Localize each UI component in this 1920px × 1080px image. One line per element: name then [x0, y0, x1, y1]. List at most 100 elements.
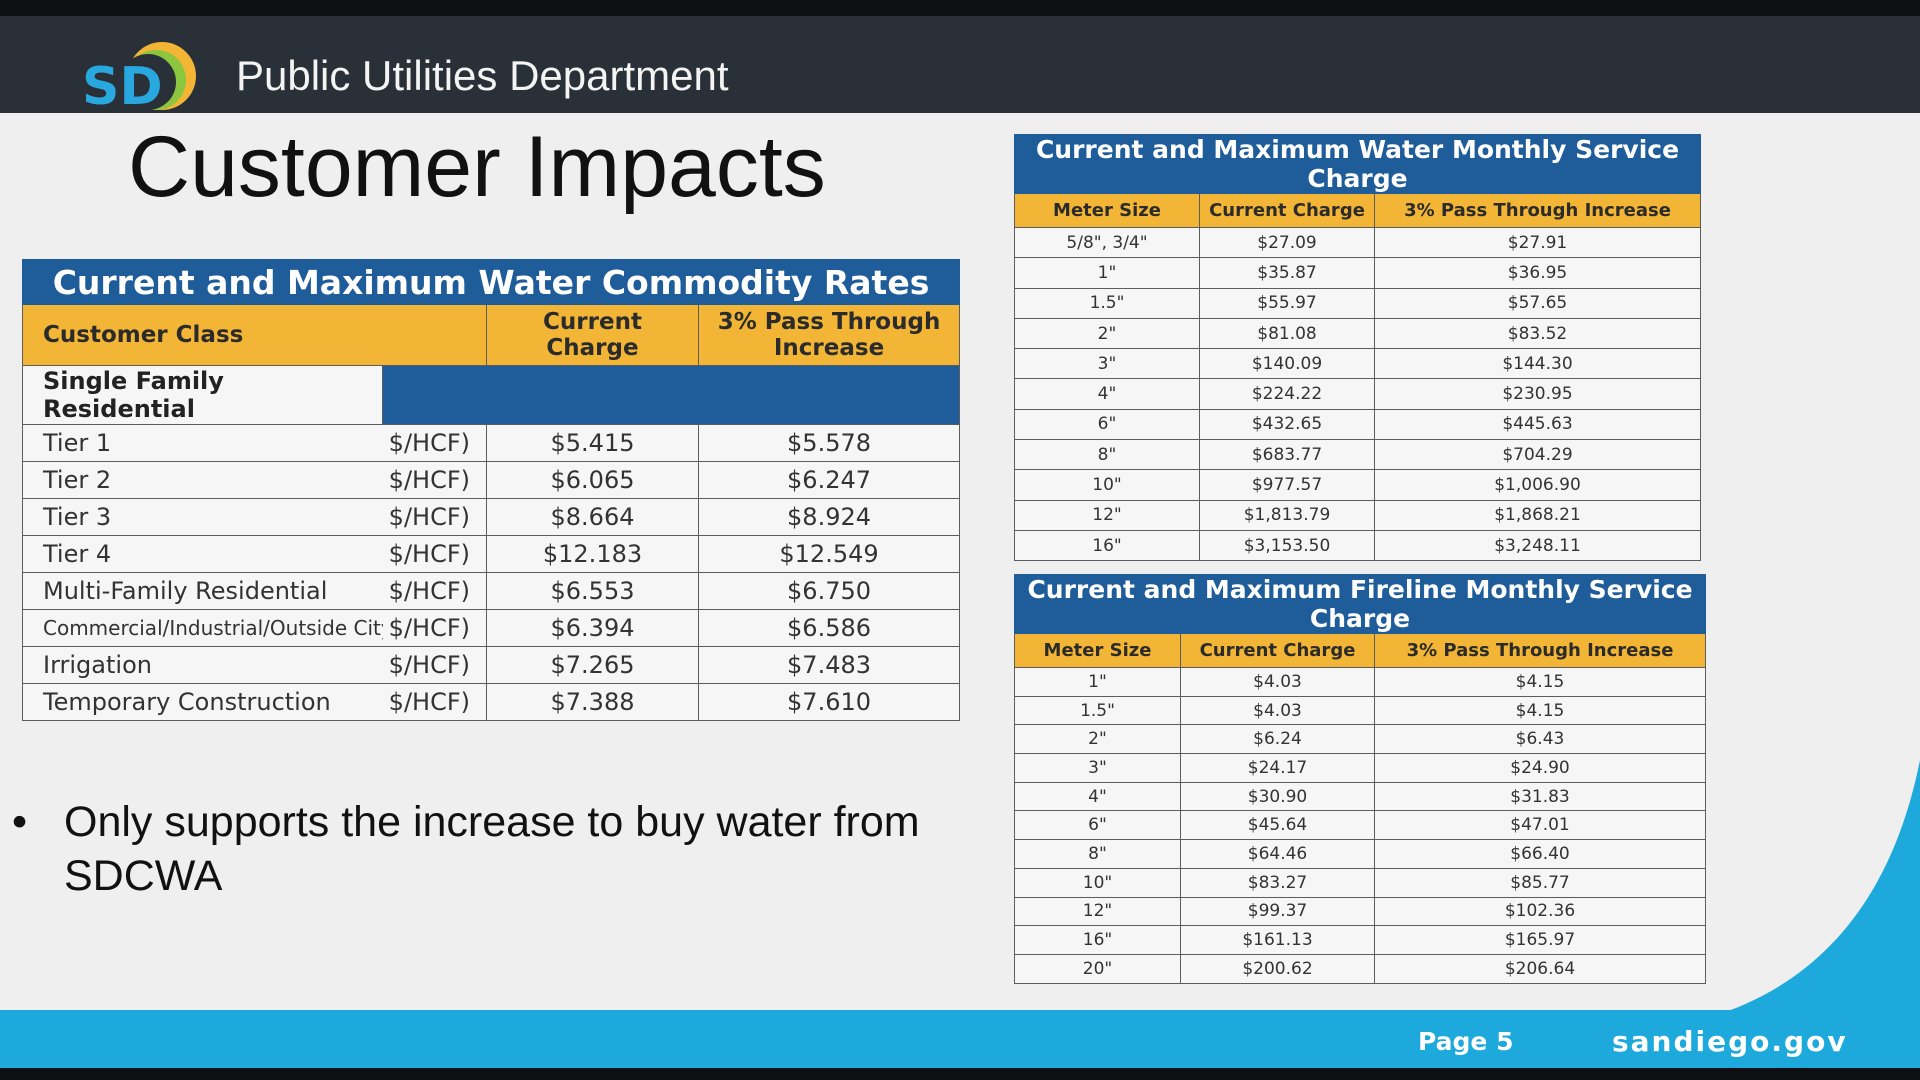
- customer-class-cell: Commercial/Industrial/Outside City: [22, 609, 383, 647]
- current-charge-cell: $35.87: [1199, 257, 1375, 289]
- meter-size-cell: 16": [1014, 529, 1200, 562]
- footer-bar: [0, 1010, 1920, 1068]
- customer-class-cell: Tier 1: [22, 424, 383, 462]
- table-row: 2" $6.24 $6.43: [1014, 724, 1707, 755]
- increase-cell: $66.40: [1373, 839, 1707, 869]
- meter-size-cell: 4": [1014, 781, 1181, 812]
- current-charge-cell: $7.265: [486, 646, 699, 684]
- increase-cell: $704.29: [1373, 439, 1702, 471]
- meter-size-cell: 16": [1014, 925, 1181, 955]
- table-row: Multi-Family Residential $/HCF) $6.553 $6.7…: [22, 572, 961, 610]
- page-number: Page 5: [1418, 1027, 1514, 1056]
- table-row: 10" $977.57 $1,006.90: [1014, 469, 1702, 501]
- meter-size-cell: 10": [1014, 867, 1181, 898]
- table-row: 1.5" $55.97 $57.65: [1014, 287, 1702, 319]
- increase-cell: $1,868.21: [1373, 499, 1702, 531]
- meter-size-cell: 8": [1014, 439, 1200, 471]
- table-row: Commercial/Industrial/Outside City $/HCF)…: [22, 609, 961, 647]
- website-link[interactable]: sandiego.gov: [1612, 1025, 1848, 1058]
- table-row: 20" $200.62 $206.64: [1014, 953, 1707, 984]
- increase-cell: $12.549: [697, 535, 961, 573]
- increase-cell: $4.15: [1373, 667, 1707, 697]
- current-charge-cell: $140.09: [1199, 348, 1375, 380]
- meter-size-cell: 20": [1014, 953, 1181, 984]
- current-charge-cell: $6.394: [486, 609, 699, 647]
- table-row: 1" $4.03 $4.15: [1014, 667, 1707, 697]
- meter-size-cell: 1.5": [1014, 695, 1181, 726]
- meter-size-cell: 1.5": [1014, 287, 1200, 319]
- increase-cell: $144.30: [1373, 348, 1702, 380]
- bottom-black-bar: [0, 1068, 1920, 1080]
- table-row: 10" $83.27 $85.77: [1014, 867, 1707, 898]
- unit-cell: $/HCF): [382, 535, 487, 573]
- increase-cell: $7.483: [697, 646, 961, 684]
- increase-cell: $8.924: [697, 498, 961, 536]
- table-row: 3" $24.17 $24.90: [1014, 753, 1707, 783]
- current-charge-cell: $977.57: [1199, 469, 1375, 501]
- meter-size-cell: 1": [1014, 257, 1200, 289]
- meter-size-cell: 2": [1014, 724, 1181, 755]
- bullet-dot: •: [12, 798, 28, 846]
- current-charge-cell: $3,153.50: [1199, 529, 1375, 562]
- current-charge-cell: $6.065: [486, 461, 699, 499]
- customer-class-cell: Tier 2: [22, 461, 383, 499]
- table-row: 1" $35.87 $36.95: [1014, 257, 1702, 289]
- table-row: 8" $64.46 $66.40: [1014, 839, 1707, 869]
- current-charge-cell: $12.183: [486, 535, 699, 573]
- unit-cell: $/HCF): [382, 572, 487, 610]
- increase-cell: $6.43: [1373, 724, 1707, 755]
- increase-cell: $3,248.11: [1373, 529, 1702, 562]
- current-charge-cell: $5.415: [486, 424, 699, 462]
- current-charge-cell: $8.664: [486, 498, 699, 536]
- current-charge-cell: $64.46: [1180, 839, 1375, 869]
- commodity-rates-table: Current and Maximum Water Commodity Rate…: [21, 259, 961, 721]
- water-service-charge-table: Current and Maximum Water Monthly Servic…: [1013, 134, 1702, 562]
- water-table-caption: Current and Maximum Water Monthly Servic…: [1013, 134, 1702, 194]
- increase-cell: $6.586: [697, 609, 961, 647]
- increase-cell: $57.65: [1373, 287, 1702, 319]
- sd-logo-icon: SD: [82, 42, 196, 116]
- current-charge-cell: $200.62: [1180, 953, 1375, 984]
- table-row: 12" $99.37 $102.36: [1014, 896, 1707, 927]
- current-charge-cell: $224.22: [1199, 378, 1375, 410]
- current-charge-cell: $27.09: [1199, 226, 1375, 259]
- current-charge-cell: $6.553: [486, 572, 699, 610]
- department-name: Public Utilities Department: [236, 52, 729, 99]
- header-pass-through-increase: 3% Pass Through Increase: [697, 304, 961, 366]
- increase-cell: $5.578: [697, 424, 961, 462]
- group-label-single-family: Single Family Residential: [22, 365, 383, 425]
- table-row: Irrigation $/HCF) $7.265 $7.483: [22, 646, 961, 684]
- current-charge-cell: $4.03: [1180, 695, 1375, 726]
- increase-cell: $27.91: [1373, 226, 1702, 259]
- increase-cell: $85.77: [1373, 867, 1707, 898]
- increase-cell: $4.15: [1373, 695, 1707, 726]
- table-row: Tier 1 $/HCF) $5.415 $5.578: [22, 424, 961, 462]
- footer-swoosh-shape: [1700, 760, 1920, 1020]
- meter-size-cell: 10": [1014, 469, 1200, 501]
- water-header-increase: 3% Pass Through Increase: [1373, 193, 1702, 228]
- increase-cell: $36.95: [1373, 257, 1702, 289]
- unit-cell: $/HCF): [382, 683, 487, 721]
- unit-cell: $/HCF): [382, 498, 487, 536]
- current-charge-cell: $161.13: [1180, 925, 1375, 955]
- customer-class-cell: Irrigation: [22, 646, 383, 684]
- meter-size-cell: 12": [1014, 499, 1200, 531]
- table-row: 4" $30.90 $31.83: [1014, 781, 1707, 812]
- table-row: Tier 3 $/HCF) $8.664 $8.924: [22, 498, 961, 536]
- current-charge-cell: $45.64: [1180, 810, 1375, 841]
- increase-cell: $47.01: [1373, 810, 1707, 841]
- current-charge-cell: $81.08: [1199, 317, 1375, 350]
- header-customer-class: Customer Class: [22, 304, 487, 366]
- table-row: Temporary Construction $/HCF) $7.388 $7.610: [22, 683, 961, 721]
- current-charge-cell: $683.77: [1199, 439, 1375, 471]
- meter-size-cell: 2": [1014, 317, 1200, 350]
- table-row: 2" $81.08 $83.52: [1014, 317, 1702, 350]
- header-current-charge: Current Charge: [486, 304, 699, 366]
- water-header-current-charge: Current Charge: [1199, 193, 1375, 228]
- table-row: 8" $683.77 $704.29: [1014, 439, 1702, 471]
- table-row: 12" $1,813.79 $1,868.21: [1014, 499, 1702, 531]
- meter-size-cell: 1": [1014, 667, 1181, 697]
- current-charge-cell: $55.97: [1199, 287, 1375, 319]
- fireline-table-caption: Current and Maximum Fireline Monthly Ser…: [1013, 574, 1707, 634]
- logo-text: SD: [82, 57, 163, 116]
